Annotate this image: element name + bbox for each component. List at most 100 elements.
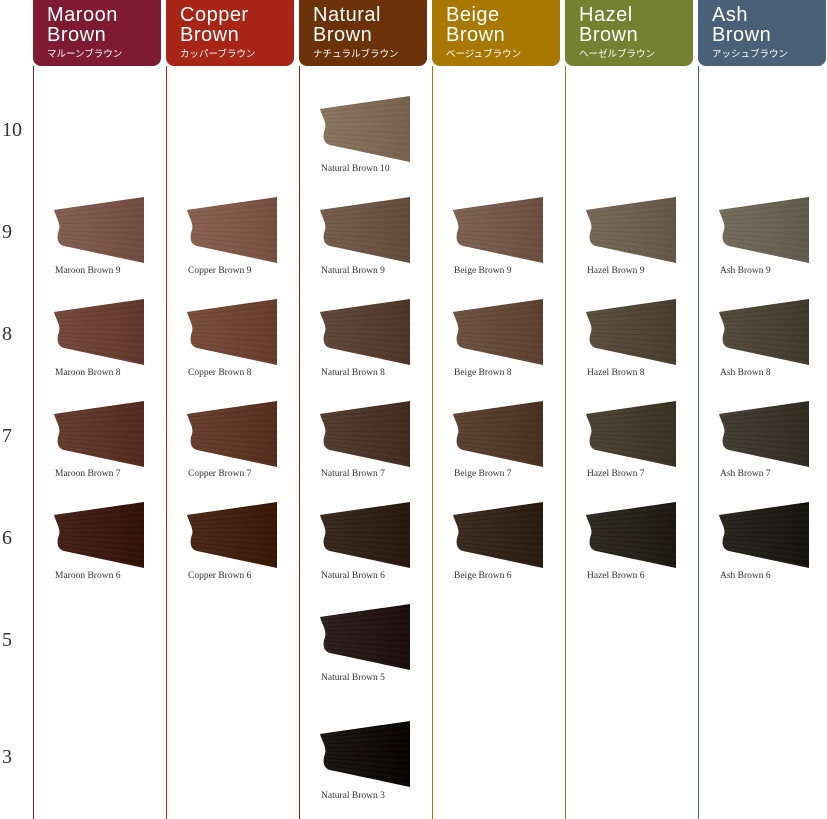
- hair-swatch-maroon-7[interactable]: [54, 401, 144, 467]
- swatch-shape: [320, 721, 410, 787]
- swatch-shape: [586, 299, 676, 365]
- swatch-label: Beige Brown 9: [454, 266, 512, 276]
- column-header: Hazel Brown ヘーゼルブラウン: [565, 0, 693, 66]
- column-title-kana: ナチュラルブラウン: [313, 49, 399, 60]
- column-header: Beige Brown ベージュブラウン: [432, 0, 560, 66]
- swatch-label: Hazel Brown 7: [587, 469, 645, 479]
- hair-swatch-copper-8[interactable]: [187, 299, 277, 365]
- swatch-shape: [187, 197, 277, 263]
- swatch-label: Beige Brown 6: [454, 571, 512, 581]
- hair-swatch-copper-9[interactable]: [187, 197, 277, 263]
- column-divider: [299, 66, 300, 819]
- hair-swatch-ash-8[interactable]: [719, 299, 809, 365]
- level-label-8: 8: [2, 323, 12, 345]
- swatch-label: Maroon Brown 8: [55, 368, 121, 378]
- swatch-shape: [320, 197, 410, 263]
- hair-swatch-natural-9[interactable]: [320, 197, 410, 263]
- column-title-line2: Brown: [579, 24, 639, 46]
- swatch-label: Hazel Brown 6: [587, 571, 645, 581]
- hair-swatch-maroon-6[interactable]: [54, 502, 144, 568]
- hair-swatch-hazel-6[interactable]: [586, 502, 676, 568]
- swatch-shape: [54, 401, 144, 467]
- swatch-label: Natural Brown 9: [321, 266, 385, 276]
- hair-swatch-natural-10[interactable]: [320, 96, 410, 162]
- column-header: Natural Brown ナチュラルブラウン: [299, 0, 427, 66]
- swatch-label: Ash Brown 6: [720, 571, 771, 581]
- column-title-line1: Hazel: [579, 4, 633, 26]
- swatch-label: Natural Brown 3: [321, 791, 385, 801]
- column-title-kana: カッパーブラウン: [180, 49, 256, 60]
- column-title-line2: Brown: [712, 24, 772, 46]
- hair-swatch-beige-7[interactable]: [453, 401, 543, 467]
- swatch-label: Natural Brown 5: [321, 673, 385, 683]
- level-label-3: 3: [2, 746, 12, 768]
- swatch-label: Natural Brown 6: [321, 571, 385, 581]
- swatch-shape: [453, 401, 543, 467]
- hair-swatch-copper-7[interactable]: [187, 401, 277, 467]
- level-label-10: 10: [2, 119, 22, 141]
- column-title-kana: ヘーゼルブラウン: [579, 49, 656, 60]
- column-title-kana: マルーンブラウン: [47, 49, 123, 60]
- swatch-shape: [54, 502, 144, 568]
- column-divider: [166, 66, 167, 819]
- column-title-line2: Brown: [180, 24, 240, 46]
- swatch-label: Maroon Brown 9: [55, 266, 121, 276]
- hair-swatch-natural-6[interactable]: [320, 502, 410, 568]
- swatch-shape: [453, 299, 543, 365]
- column-title-line1: Copper: [180, 4, 249, 26]
- swatch-shape: [320, 502, 410, 568]
- swatch-label: Ash Brown 7: [720, 469, 771, 479]
- column-divider: [33, 66, 34, 819]
- column-header: Maroon Brown マルーンブラウン: [33, 0, 161, 66]
- column-divider: [432, 66, 433, 819]
- column-title-line2: Brown: [47, 24, 107, 46]
- swatch-shape: [187, 502, 277, 568]
- hair-swatch-beige-9[interactable]: [453, 197, 543, 263]
- swatch-label: Natural Brown 8: [321, 368, 385, 378]
- column-divider: [565, 66, 566, 819]
- swatch-shape: [719, 197, 809, 263]
- swatch-shape: [453, 197, 543, 263]
- hair-swatch-maroon-9[interactable]: [54, 197, 144, 263]
- swatch-shape: [719, 502, 809, 568]
- column-divider: [698, 66, 699, 819]
- hair-swatch-beige-6[interactable]: [453, 502, 543, 568]
- swatch-shape: [320, 96, 410, 162]
- hair-swatch-hazel-7[interactable]: [586, 401, 676, 467]
- swatch-label: Copper Brown 7: [188, 469, 252, 479]
- hair-swatch-beige-8[interactable]: [453, 299, 543, 365]
- swatch-label: Ash Brown 8: [720, 368, 771, 378]
- hair-swatch-ash-9[interactable]: [719, 197, 809, 263]
- hair-swatch-maroon-8[interactable]: [54, 299, 144, 365]
- hair-swatch-natural-3[interactable]: [320, 721, 410, 787]
- hair-swatch-natural-8[interactable]: [320, 299, 410, 365]
- swatch-shape: [320, 299, 410, 365]
- swatch-label: Beige Brown 7: [454, 469, 512, 479]
- swatch-label: Hazel Brown 8: [587, 368, 645, 378]
- swatch-shape: [719, 401, 809, 467]
- hair-swatch-hazel-9[interactable]: [586, 197, 676, 263]
- level-label-9: 9: [2, 221, 12, 243]
- hair-swatch-hazel-8[interactable]: [586, 299, 676, 365]
- swatch-shape: [187, 401, 277, 467]
- column-title-kana: ベージュブラウン: [446, 49, 522, 60]
- swatch-shape: [586, 401, 676, 467]
- swatch-label: Ash Brown 9: [720, 266, 771, 276]
- swatch-label: Natural Brown 7: [321, 469, 385, 479]
- swatch-label: Copper Brown 6: [188, 571, 252, 581]
- hair-swatch-copper-6[interactable]: [187, 502, 277, 568]
- hair-swatch-ash-7[interactable]: [719, 401, 809, 467]
- hair-swatch-natural-7[interactable]: [320, 401, 410, 467]
- column-title-line2: Brown: [313, 24, 373, 46]
- hair-swatch-ash-6[interactable]: [719, 502, 809, 568]
- swatch-shape: [54, 197, 144, 263]
- column-header: Copper Brown カッパーブラウン: [166, 0, 294, 66]
- column-title-line1: Beige: [446, 4, 500, 26]
- level-label-5: 5: [2, 629, 12, 651]
- swatch-label: Copper Brown 9: [188, 266, 252, 276]
- column-header: Ash Brown アッシュブラウン: [698, 0, 826, 66]
- swatch-label: Maroon Brown 6: [55, 571, 121, 581]
- level-label-7: 7: [2, 425, 12, 447]
- hair-swatch-natural-5[interactable]: [320, 604, 410, 670]
- column-title-line1: Ash: [712, 4, 748, 26]
